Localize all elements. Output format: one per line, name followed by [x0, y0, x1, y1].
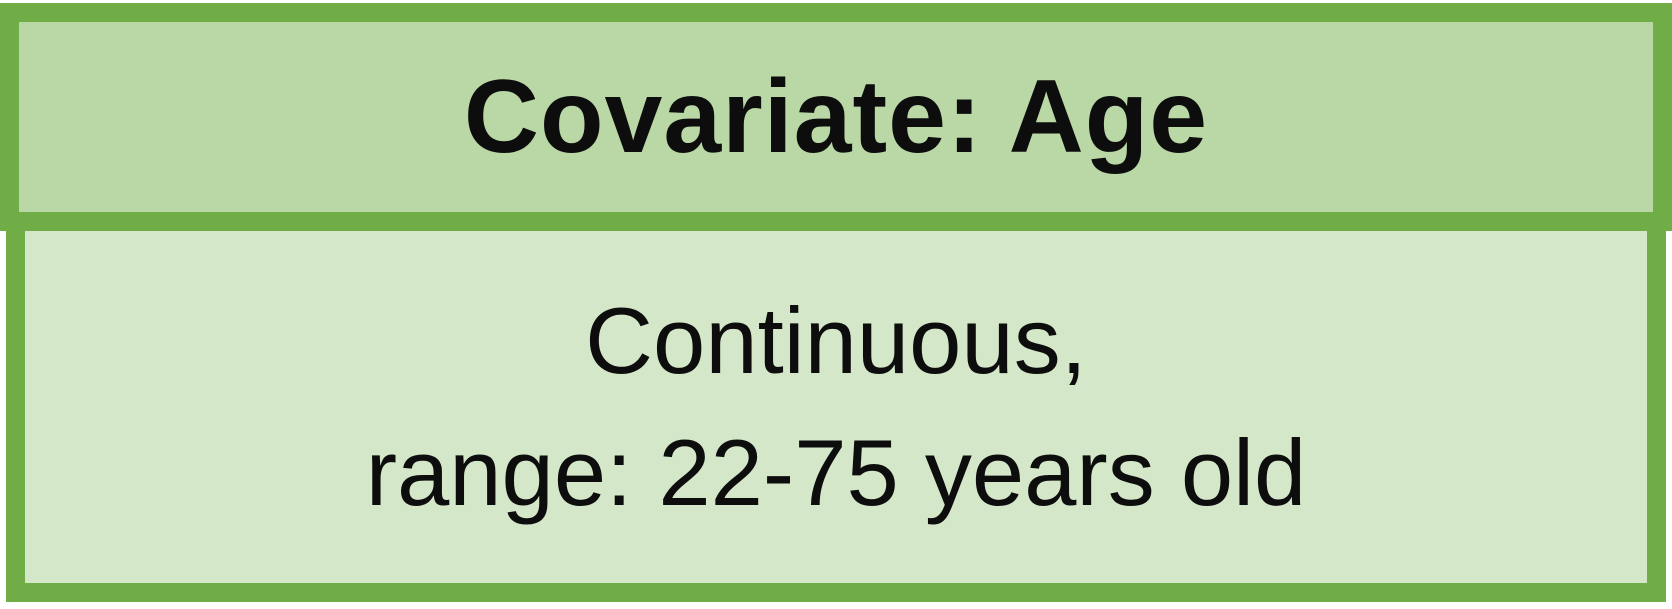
variable-type-text: Continuous, [585, 288, 1087, 393]
covariate-description-box: Continuous, range: 22-75 years old [6, 212, 1666, 602]
covariate-title: Covariate: Age [463, 58, 1209, 175]
age-range-text: range: 22-75 years old [365, 420, 1307, 525]
covariate-header: Covariate: Age [0, 3, 1672, 231]
